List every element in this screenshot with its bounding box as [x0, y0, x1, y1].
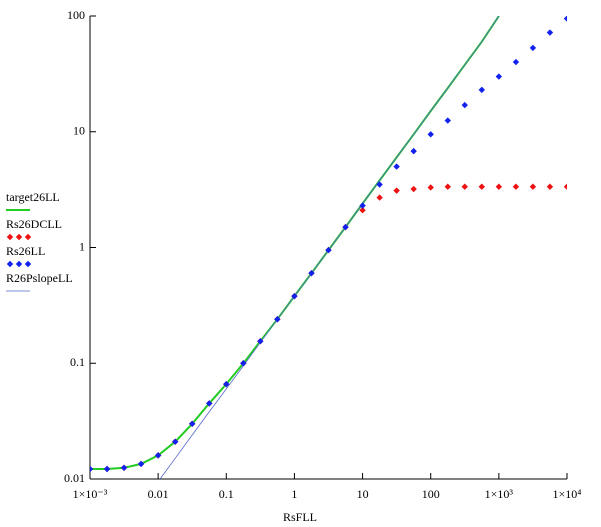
- legend-label: target26LL: [6, 190, 60, 204]
- data-point: [103, 465, 111, 473]
- legend-marker: [6, 260, 14, 268]
- x-tick-label: 1×10⁻³: [73, 487, 108, 501]
- x-tick-label: 1: [291, 487, 297, 501]
- data-point: [512, 58, 520, 66]
- data-point: [444, 117, 451, 124]
- data-point: [240, 360, 247, 367]
- data-point: [308, 269, 315, 277]
- data-point: [512, 183, 520, 190]
- data-point: [393, 163, 400, 170]
- data-point: [90, 465, 94, 473]
- series-line: [90, 16, 500, 470]
- data-point: [206, 400, 213, 407]
- data-point: [563, 16, 567, 22]
- y-tick-label: 0.01: [64, 471, 85, 485]
- data-point: [359, 207, 366, 214]
- y-tick-label: 100: [67, 8, 85, 22]
- data-point: [120, 464, 128, 471]
- data-point: [223, 380, 230, 388]
- x-axis-label: RsFLL: [283, 510, 317, 524]
- y-tick-label: 10: [73, 124, 85, 138]
- data-point: [478, 183, 486, 190]
- data-point: [546, 183, 554, 190]
- data-point: [393, 187, 400, 194]
- data-point: [495, 183, 503, 190]
- legend-marker: [6, 233, 14, 241]
- legend-marker: [24, 233, 32, 241]
- legend-label: Rs26LL: [6, 244, 45, 258]
- legend-marker: [24, 260, 32, 268]
- data-point: [461, 101, 468, 109]
- data-point: [325, 246, 332, 254]
- x-tick-label: 1×10⁴: [553, 487, 582, 501]
- x-tick-label: 1×10³: [485, 487, 514, 501]
- data-point: [274, 316, 281, 323]
- data-point: [376, 181, 383, 188]
- data-point: [427, 184, 434, 191]
- legend-marker: [15, 260, 23, 268]
- data-point: [478, 86, 486, 94]
- legend-label: Rs26DCLL: [6, 217, 62, 231]
- data-point: [359, 202, 366, 209]
- data-point: [154, 452, 162, 459]
- data-point: [410, 185, 417, 193]
- plot-area: [90, 16, 567, 479]
- data-point: [563, 183, 567, 190]
- y-tick-label: 0.1: [70, 355, 85, 369]
- data-point: [137, 460, 145, 468]
- x-tick-label: 100: [422, 487, 440, 501]
- data-point: [546, 29, 554, 36]
- data-point: [444, 183, 451, 190]
- x-tick-label: 10: [357, 487, 369, 501]
- x-tick-label: 0.01: [148, 487, 169, 501]
- legend-label: R26PslopeLL: [6, 271, 73, 285]
- legend-marker: [15, 233, 23, 241]
- data-point: [529, 183, 537, 190]
- data-point: [291, 292, 298, 300]
- data-point: [257, 338, 264, 345]
- data-point: [188, 420, 196, 427]
- y-tick-label: 1: [79, 239, 85, 253]
- data-point: [427, 131, 434, 138]
- data-point: [376, 194, 383, 201]
- data-point: [410, 147, 417, 155]
- x-tick-label: 0.1: [219, 487, 234, 501]
- data-point: [495, 73, 503, 80]
- data-point: [342, 223, 349, 231]
- data-point: [461, 183, 468, 190]
- data-point: [529, 44, 537, 52]
- data-point: [172, 438, 179, 445]
